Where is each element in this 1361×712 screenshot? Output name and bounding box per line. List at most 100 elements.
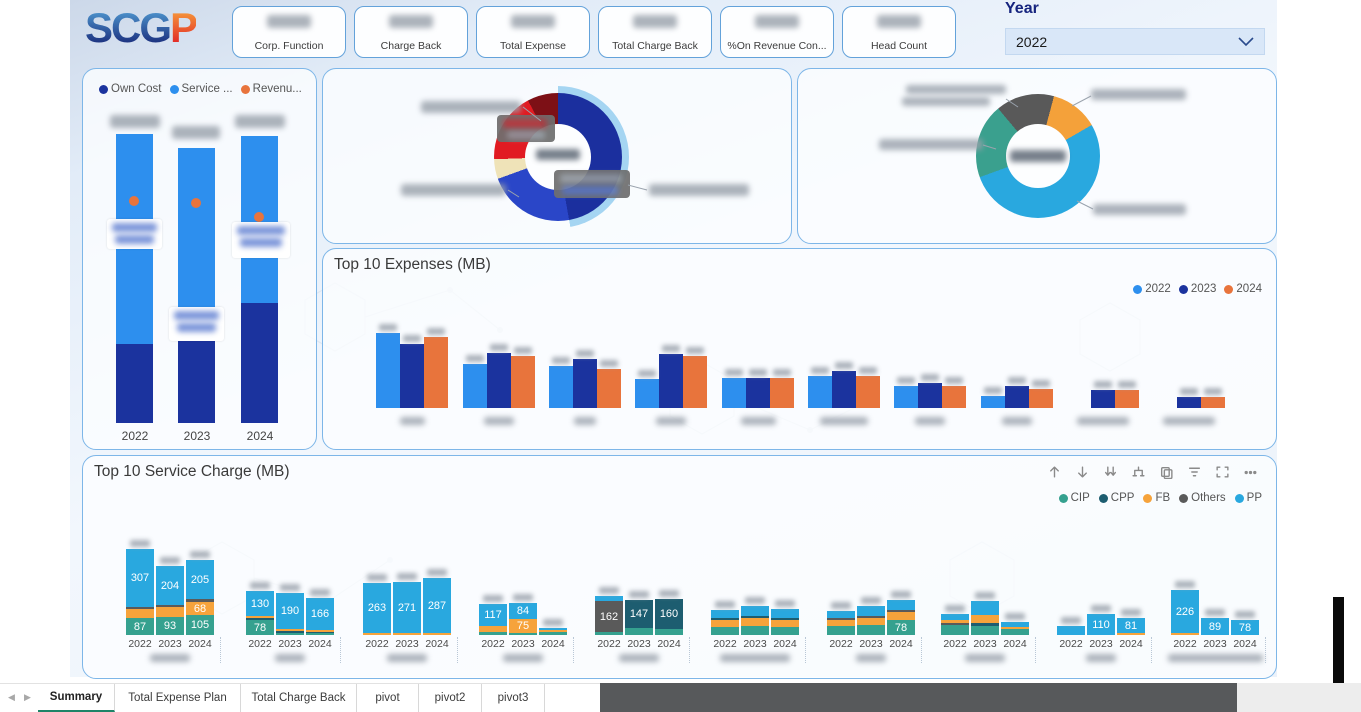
redacted-text [267, 15, 311, 28]
service-bar-column: 287 [423, 567, 451, 635]
redacted-value-label [427, 328, 445, 335]
redacted-text [820, 417, 868, 425]
service-bar-stack: 93 204 [156, 566, 184, 635]
dashboard-canvas: SCGP Corp. Function Charge Back Total Expe… [70, 0, 1277, 679]
x-axis-year-label: 2024 [308, 638, 332, 650]
redacted-text [110, 115, 160, 128]
scgp-logo: SCGP [85, 0, 198, 58]
expense-bar-column [1153, 386, 1177, 408]
more-options-icon[interactable] [1243, 465, 1258, 484]
service-bar-column: 78 [1231, 579, 1259, 635]
legend-item: Own Cost [99, 83, 162, 95]
redacted-value-label [599, 587, 619, 594]
x-axis-label: 2023 [183, 429, 211, 443]
service-bar-stack: 78 [887, 600, 915, 635]
kpi-card-6[interactable]: Head Count [842, 6, 956, 58]
expense-bar [1029, 389, 1053, 408]
service-bar-stack [941, 614, 969, 635]
service-bar-stack: 105 68 205 [186, 560, 214, 635]
sheet-tab-total-charge-back[interactable]: Total Charge Back [241, 684, 357, 712]
legend-label: Revenu... [252, 83, 302, 95]
filter-icon[interactable] [1187, 465, 1202, 484]
service-bar-segment-fb [156, 607, 184, 617]
sheet-tab-summary[interactable]: Summary [38, 684, 115, 712]
expense-bar-column [770, 367, 794, 408]
kpi-card-2[interactable]: Charge Back [354, 6, 468, 58]
redacted-text [619, 654, 659, 662]
redacted-value-label [280, 584, 300, 591]
own-cost-bar-segment [241, 303, 278, 423]
service-bar-group: 162 147 160 [595, 585, 683, 635]
service-bar-stack: 162 [595, 596, 623, 635]
service-bar-column: 93 204 [156, 538, 184, 635]
expense-bar-column [722, 367, 746, 408]
service-bar-segment-pp [827, 611, 855, 618]
kpi-card-3[interactable]: Total Expense [476, 6, 590, 58]
service-bar-segment-pp: 166 [306, 598, 334, 630]
redacted-value-label [1235, 611, 1255, 618]
kpi-card-label: Total Charge Back [612, 40, 698, 52]
expense-bar [511, 356, 535, 408]
service-bar-column: 105 68 205 [186, 538, 214, 635]
expense-bar [683, 356, 707, 408]
x-axis-year-label: 2023 [859, 638, 883, 650]
service-bar-segment-pp [971, 601, 999, 615]
service-bar-segment-fb [971, 615, 999, 623]
redacted-value-label [831, 602, 851, 609]
expense-bar-column [1067, 379, 1091, 408]
redacted-value-label [638, 370, 656, 377]
redacted-value-label [552, 357, 570, 364]
legend-dot-icon [1179, 493, 1189, 503]
expand-hierarchy-icon[interactable] [1131, 465, 1146, 484]
kpi-card-5[interactable]: %On Revenue Con... [720, 6, 834, 58]
service-bar-segment-pp [771, 609, 799, 618]
expense-bar [770, 378, 794, 408]
redacted-value-label [975, 592, 995, 599]
drill-up-icon[interactable] [1047, 465, 1062, 484]
kpi-card-label: Head Count [870, 40, 928, 52]
copy-icon[interactable] [1159, 465, 1174, 484]
service-bar-stack: 263 [363, 583, 391, 635]
sheet-tab-total-expense-plan[interactable]: Total Expense Plan [115, 684, 241, 712]
x-axis-year-label: 2023 [278, 638, 302, 650]
service-bar-group [711, 595, 799, 635]
sheet-tab-pivot3[interactable]: pivot3 [482, 684, 545, 712]
service-bar-column: 271 [393, 567, 421, 635]
service-bar-segment-cip [711, 627, 739, 635]
redacted-value-label [861, 597, 881, 604]
legend-label: CIP [1070, 492, 1090, 504]
kpi-card-4[interactable]: Total Charge Back [598, 6, 712, 58]
redacted-text [877, 15, 921, 28]
service-bar-segment-cip [655, 629, 683, 635]
redacted-value-label [629, 591, 649, 598]
expense-bar [894, 386, 918, 408]
service-bar-segment-others [126, 607, 154, 609]
sheet-nav-left-icon[interactable]: ◀ [8, 692, 15, 702]
expense-bar-group [376, 322, 448, 408]
expense-bar [981, 396, 1005, 408]
redacted-text [856, 654, 886, 662]
next-level-icon[interactable] [1103, 465, 1118, 484]
x-axis-year-label: 2024 [541, 638, 565, 650]
sheet-tab-pivot2[interactable]: pivot2 [419, 684, 482, 712]
focus-mode-icon[interactable] [1215, 465, 1230, 484]
expense-bar-group [635, 343, 707, 408]
group-separator [457, 637, 458, 663]
service-bar-segment-pp: 81 [1117, 618, 1145, 633]
service-bar-column: 190 [276, 580, 304, 635]
legend-label: FB [1155, 492, 1171, 504]
service-bar-segment-pp [741, 606, 769, 616]
expense-bar [463, 364, 487, 408]
year-dropdown[interactable]: 2022 [1005, 28, 1265, 55]
redacted-text [1010, 150, 1066, 162]
kpi-card-1[interactable]: Corp. Function [232, 6, 346, 58]
service-bar-stack [1057, 626, 1085, 635]
redacted-text [965, 654, 1005, 662]
sheet-tab-pivot[interactable]: pivot [357, 684, 419, 712]
sheet-nav-right-icon[interactable]: ▶ [24, 692, 31, 702]
service-bar-segment-pp [857, 606, 885, 616]
revenue-marker-dot [129, 196, 139, 206]
drill-down-icon[interactable] [1075, 465, 1090, 484]
redacted-text [902, 97, 990, 106]
service-bar-segment-others [857, 616, 885, 618]
